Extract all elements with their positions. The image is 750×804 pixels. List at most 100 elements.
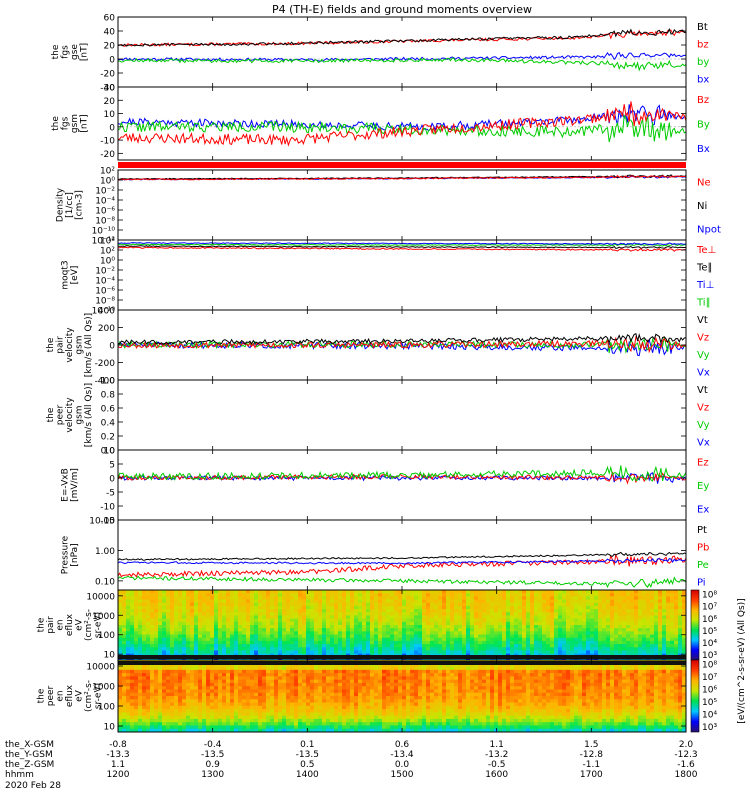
ylabel-pressure: [nPa] (70, 543, 80, 566)
xaxis-value: 1200 (107, 770, 130, 780)
legend-pressure-3: Pi (697, 577, 706, 588)
xaxis-value: 1600 (485, 770, 508, 780)
xaxis-value: 1500 (391, 770, 414, 780)
ytick-label-velocity-peer: 0.6 (101, 405, 116, 415)
ytick-label-velocity-peer: 1.0 (101, 377, 116, 387)
legend-temperature-2: Ti⊥ (696, 280, 714, 291)
ylabel-pair-eflux: pair (46, 616, 56, 634)
ephemeris-bar (118, 162, 686, 168)
series-fgs-fgl-bz (118, 30, 686, 46)
legend-density-2: Npot (697, 224, 721, 235)
colorbar-tick-label: 10⁸ (702, 591, 717, 601)
ylabel-efield: E=-VxB (60, 468, 70, 502)
legend-fgs-fgl-0: Bt (697, 22, 708, 33)
series-pressure-Pe (118, 576, 686, 587)
xaxis-value: 0.1 (300, 740, 314, 750)
colorbar-tick-label: 10³ (702, 723, 717, 733)
ytick-label-velocity-pair: 0 (109, 342, 115, 352)
ytick-label-density: 10⁻⁴ (95, 197, 115, 207)
ytick-label-density: 10⁰ (100, 177, 115, 187)
ylabel-velocity-peer: the (46, 407, 56, 422)
legend-efield-2: Ex (697, 504, 709, 515)
ylabel-pair-eflux: sr-eV) (94, 612, 104, 638)
xaxis-row-label: the_Z-GSM (5, 760, 54, 770)
frame-efield (118, 450, 686, 520)
ytick-label-density: 10² (100, 167, 115, 177)
colorbar-tick-label: 10⁶ (702, 615, 717, 625)
ytick-label-fgs-fgl: 0 (109, 56, 115, 66)
colorbar-tick-label: 10⁵ (702, 698, 717, 708)
ytick-label-temperature: 10⁻² (95, 267, 115, 277)
colorbar-tick-label: 10⁷ (702, 603, 717, 613)
ytick-label-velocity-peer: 0.4 (101, 419, 116, 429)
ytick-label-temperature: 10⁻⁴ (95, 277, 115, 287)
legend-velocity-peer-2: Vy (697, 420, 710, 431)
xaxis-value: 0.9 (206, 760, 221, 770)
frame-density (118, 170, 686, 240)
ylabel-velocity-peer: [km/s (All Qs)] (84, 383, 94, 447)
chart-title: P4 (TH-E) fields and ground moments over… (272, 3, 532, 16)
ytick-label-temperature: 10⁻⁶ (95, 287, 115, 297)
ylabel-pair-eflux: eV (75, 618, 85, 631)
legend-efield-1: Ey (697, 481, 709, 492)
ytick-label-efield: 10 (104, 447, 116, 457)
xaxis-value: 0.0 (395, 760, 410, 770)
xaxis-value: 2.0 (679, 740, 694, 750)
colorbar-tick-label: 10⁸ (702, 661, 717, 671)
ylabel-efield: [mV/m] (70, 468, 80, 502)
ylabel-velocity-peer: velocity (65, 397, 75, 433)
legend-velocity-peer-3: Vx (697, 437, 710, 448)
xaxis-value: -13.4 (390, 750, 414, 760)
xaxis-value: -0.5 (488, 760, 506, 770)
ylabel-peer-eflux: eV (75, 689, 85, 702)
xaxis-value: 1.5 (584, 740, 598, 750)
ylabel-peer-eflux: eflux (65, 684, 75, 707)
legend-velocity-pair-1: Vz (697, 332, 709, 343)
date-label: 2020 Feb 28 (5, 781, 61, 791)
ylabel-fgs-gsm: [nT] (79, 114, 89, 132)
legend-fgs-fgl-3: bx (697, 74, 709, 85)
colorbar-scale (691, 660, 699, 732)
ytick-label-temperature: 10⁻⁸ (95, 297, 115, 307)
series-temperature-Ti∥ (118, 244, 686, 246)
xaxis-row-label: the_Y-GSM (5, 750, 53, 760)
ylabel-peer-eflux: (cm²-s- (84, 680, 94, 712)
spectrogram-peer-eflux (118, 660, 687, 733)
xaxis-value: 1700 (580, 770, 603, 780)
xaxis-value: -12.3 (674, 750, 697, 760)
xaxis-value: -13.5 (201, 750, 224, 760)
ytick-label-density: 10⁻⁶ (95, 207, 115, 217)
colorbar-tick-label: 10⁶ (702, 686, 717, 696)
xaxis-value: -1.1 (583, 760, 601, 770)
ytick-label-density: 10⁻¹⁰ (92, 227, 116, 237)
legend-temperature-1: Te∥ (696, 262, 713, 273)
ytick-label-fgs-gsm: 0 (109, 123, 115, 133)
ylabel-fgs-fgl: the (51, 44, 61, 59)
xaxis-value: 1800 (675, 770, 698, 780)
ylabel-velocity-pair: [km/s (All Qs)] (84, 313, 94, 377)
ytick-label-fgs-gsm: 30 (104, 84, 116, 94)
legend-efield-0: Ez (697, 458, 709, 469)
xaxis-row-label: the_X-GSM (5, 740, 54, 750)
legend-fgs-fgl-2: by (697, 57, 709, 68)
ytick-label-peer-eflux: 10000 (86, 663, 115, 673)
ylabel-peer-eflux: peer (46, 685, 56, 706)
ytick-label-peer-eflux: 10 (104, 723, 116, 733)
legend-pressure-1: Pb (697, 542, 709, 553)
ylabel-peer-eflux: sr-eV) (94, 683, 104, 709)
ylabel-pair-eflux: en (56, 619, 66, 630)
ylabel-velocity-peer: gsm (75, 405, 85, 424)
xaxis-value: 1.1 (111, 760, 125, 770)
ytick-label-temperature: 10⁴ (100, 237, 115, 247)
ylabel-peer-eflux: en (56, 690, 66, 701)
ylabel-velocity-pair: the (46, 337, 56, 352)
ytick-label-fgs-fgl: 20 (104, 42, 116, 52)
colorbar-tick-label: 10⁴ (702, 710, 717, 720)
